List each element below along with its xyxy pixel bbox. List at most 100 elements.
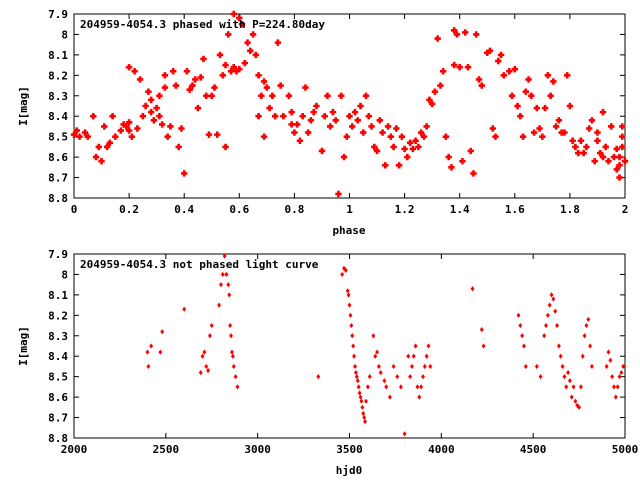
x-tick-label: 0.4 bbox=[174, 203, 194, 216]
data-point bbox=[368, 123, 375, 130]
data-point bbox=[186, 86, 193, 93]
data-point bbox=[408, 374, 413, 380]
y-tick-label: 8.5 bbox=[48, 131, 68, 144]
data-point bbox=[599, 153, 607, 161]
data-point bbox=[120, 121, 127, 128]
data-point bbox=[194, 104, 202, 112]
data-point bbox=[358, 394, 363, 400]
data-point bbox=[117, 127, 125, 134]
data-point bbox=[439, 68, 447, 75]
y-tick-label: 8.3 bbox=[48, 90, 68, 103]
y-tick-label: 8.8 bbox=[48, 432, 68, 445]
data-point bbox=[252, 51, 260, 59]
data-point bbox=[351, 343, 356, 349]
data-point bbox=[227, 68, 235, 75]
data-point bbox=[70, 131, 78, 138]
y-axis-ticks: 7.9 8 8.1 8.2 8.3 8.4 8.5 8.6 8.7 8.8 bbox=[48, 8, 625, 205]
y-tick-label: 8.4 bbox=[48, 110, 68, 123]
data-point bbox=[229, 333, 233, 339]
data-point bbox=[467, 147, 474, 155]
data-point bbox=[103, 143, 111, 151]
data-point bbox=[542, 333, 547, 339]
data-point bbox=[230, 353, 235, 359]
data-point bbox=[145, 349, 150, 355]
data-point bbox=[606, 349, 611, 355]
data-point bbox=[495, 57, 502, 65]
data-point bbox=[101, 123, 108, 130]
data-point bbox=[255, 113, 262, 120]
data-point bbox=[175, 143, 182, 151]
data-point bbox=[484, 49, 491, 57]
data-point bbox=[247, 47, 254, 54]
data-point bbox=[161, 84, 169, 91]
y-tick-label: 7.9 bbox=[48, 8, 68, 21]
y-axis-ticks: 7.9 8 8.1 8.2 8.3 8.4 8.5 8.6 8.7 8.8 bbox=[48, 248, 625, 445]
y-tick-label: 8.2 bbox=[48, 309, 68, 322]
y-tick-label: 8.3 bbox=[48, 330, 68, 343]
data-point bbox=[442, 133, 450, 140]
phased-light-curve-panel: 0 0.2 0.4 0.6 0.8 1 1.2 1.4 1.6 1.8 2 7.9 8 8.1 8.2 8.… bbox=[17, 8, 628, 237]
data-point bbox=[492, 133, 499, 140]
data-point bbox=[448, 164, 455, 171]
data-point bbox=[541, 104, 549, 112]
data-point bbox=[183, 68, 191, 75]
data-point bbox=[619, 123, 626, 130]
data-point bbox=[347, 302, 352, 308]
data-point bbox=[384, 384, 389, 390]
data-point bbox=[479, 327, 484, 333]
data-point bbox=[365, 113, 372, 120]
data-point bbox=[431, 88, 439, 95]
data-point bbox=[238, 21, 246, 28]
data-point bbox=[146, 363, 151, 370]
data-points bbox=[145, 253, 626, 437]
data-point bbox=[288, 108, 295, 116]
data-point bbox=[412, 137, 419, 144]
data-point bbox=[109, 113, 116, 120]
data-point bbox=[161, 72, 169, 79]
data-point bbox=[561, 129, 568, 136]
data-point bbox=[378, 369, 383, 376]
data-point bbox=[453, 31, 461, 38]
plot-frame bbox=[73, 253, 626, 439]
data-point bbox=[544, 322, 548, 329]
data-point bbox=[470, 170, 477, 177]
data-point bbox=[147, 108, 155, 116]
data-point bbox=[233, 374, 238, 380]
data-point bbox=[181, 170, 188, 177]
data-point bbox=[365, 384, 370, 390]
data-point bbox=[340, 153, 348, 161]
y-tick-label: 8.4 bbox=[48, 350, 68, 363]
data-point bbox=[313, 102, 320, 110]
data-point bbox=[149, 343, 154, 349]
data-point bbox=[218, 282, 223, 288]
data-point bbox=[228, 322, 233, 329]
data-point bbox=[470, 286, 475, 292]
data-point bbox=[343, 133, 350, 140]
data-point bbox=[236, 14, 243, 22]
x-axis-label: phase bbox=[332, 224, 365, 237]
data-point bbox=[150, 117, 158, 124]
data-point bbox=[125, 63, 133, 71]
data-point bbox=[345, 288, 350, 294]
data-point bbox=[500, 72, 507, 79]
data-point bbox=[354, 117, 361, 124]
data-point bbox=[158, 349, 163, 355]
data-point bbox=[398, 384, 403, 390]
y-axis-label: I[mag] bbox=[17, 86, 30, 126]
data-point bbox=[594, 137, 601, 144]
x-tick-label: 5000 bbox=[612, 443, 639, 456]
data-point bbox=[249, 31, 257, 38]
data-point bbox=[528, 92, 535, 99]
data-point bbox=[525, 76, 532, 83]
data-point bbox=[360, 129, 367, 136]
data-point bbox=[556, 343, 561, 349]
data-point bbox=[617, 374, 622, 380]
data-point bbox=[128, 133, 136, 140]
data-point bbox=[198, 369, 203, 376]
data-point bbox=[569, 394, 574, 400]
data-point bbox=[200, 55, 207, 63]
data-point bbox=[260, 78, 268, 85]
data-point bbox=[402, 431, 407, 437]
data-point bbox=[615, 384, 620, 390]
